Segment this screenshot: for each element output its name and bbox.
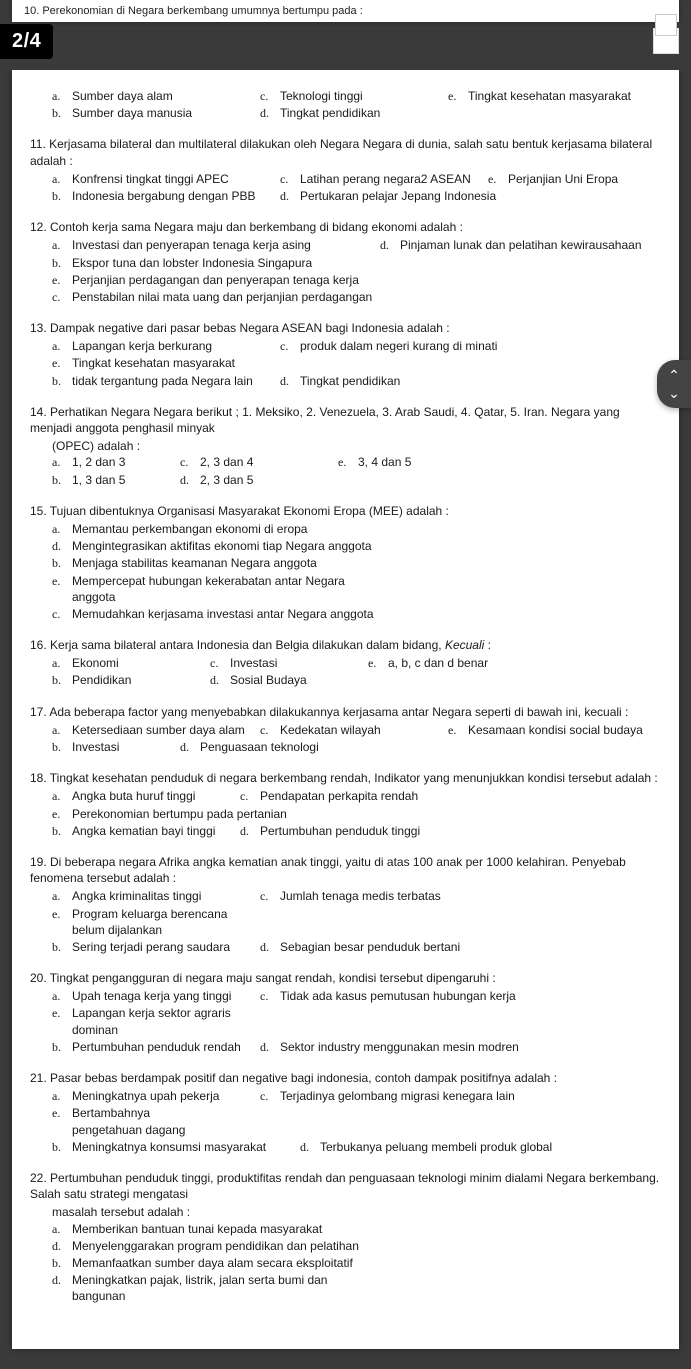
- question-13: 13. Dampak negative dari pasar bebas Neg…: [30, 320, 661, 390]
- document-page: a.Sumber daya alam c.Teknologi tinggi e.…: [12, 70, 679, 1349]
- question-22: 22. Pertumbuhan penduduk tinggi, produkt…: [30, 1170, 661, 1306]
- question-stem: 16. Kerja sama bilateral antara Indonesi…: [30, 637, 661, 653]
- question-stem: 20. Tingkat pengangguran di negara maju …: [30, 970, 661, 986]
- question-stem: 14. Perhatikan Negara Negara berikut ; 1…: [30, 404, 661, 436]
- chevron-down-icon[interactable]: ⌄: [668, 386, 680, 400]
- question-stem: 21. Pasar bebas berdampak positif dan ne…: [30, 1070, 661, 1086]
- chevron-up-icon[interactable]: ⌃: [668, 368, 680, 382]
- pdf-viewer: 10. Perekonomian di Negara berkembang um…: [0, 0, 691, 1349]
- previous-page-peek: 10. Perekonomian di Negara berkembang um…: [12, 0, 679, 22]
- question-stem: 19. Di beberapa negara Afrika angka kema…: [30, 854, 661, 886]
- stem-em: Kecuali: [445, 638, 484, 652]
- question-stem: 22. Pertumbuhan penduduk tinggi, produkt…: [30, 1170, 661, 1202]
- question-stem: 15. Tujuan dibentuknya Organisasi Masyar…: [30, 503, 661, 519]
- question-note: masalah tersebut adalah :: [30, 1204, 661, 1220]
- stem-post: :: [484, 638, 491, 652]
- question-12: 12. Contoh kerja sama Negara maju dan be…: [30, 219, 661, 306]
- question-14: 14. Perhatikan Negara Negara berikut ; 1…: [30, 404, 661, 489]
- question-stem: 12. Contoh kerja sama Negara maju dan be…: [30, 219, 661, 235]
- question-10-options: a.Sumber daya alam c.Teknologi tinggi e.…: [30, 88, 661, 122]
- page-nav-floating: ⌃ ⌄: [657, 360, 691, 408]
- question-19: 19. Di beberapa negara Afrika angka kema…: [30, 854, 661, 956]
- question-stem: 18. Tingkat kesehatan penduduk di negara…: [30, 770, 661, 786]
- question-15: 15. Tujuan dibentuknya Organisasi Masyar…: [30, 503, 661, 623]
- viewer-chrome: 10. Perekonomian di Negara berkembang um…: [0, 0, 691, 70]
- question-stem: 13. Dampak negative dari pasar bebas Neg…: [30, 320, 661, 336]
- question-note: (OPEC) adalah :: [30, 438, 661, 454]
- question-16: 16. Kerja sama bilateral antara Indonesi…: [30, 637, 661, 690]
- question-20: 20. Tingkat pengangguran di negara maju …: [30, 970, 661, 1056]
- stem-pre: 16. Kerja sama bilateral antara Indonesi…: [30, 638, 445, 652]
- question-11: 11. Kerjasama bilateral dan multilateral…: [30, 136, 661, 205]
- question-stem: 17. Ada beberapa factor yang menyebabkan…: [30, 704, 661, 720]
- option-letter: a.: [52, 88, 72, 104]
- question-18: 18. Tingkat kesehatan penduduk di negara…: [30, 770, 661, 840]
- page-counter-badge: 2/4: [0, 24, 53, 59]
- page-corner-box: [655, 14, 677, 36]
- question-stem: 11. Kerjasama bilateral dan multilateral…: [30, 136, 661, 168]
- option-text: Sumber daya alam: [72, 88, 173, 104]
- question-21: 21. Pasar bebas berdampak positif dan ne…: [30, 1070, 661, 1156]
- question-17: 17. Ada beberapa factor yang menyebabkan…: [30, 704, 661, 757]
